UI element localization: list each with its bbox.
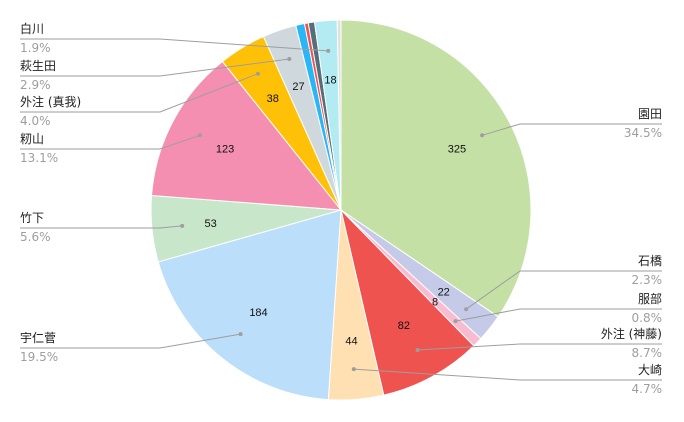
slice-value-label: 18	[324, 74, 336, 86]
leader-line	[20, 225, 183, 229]
leader-dot	[351, 367, 356, 372]
slice-5	[157, 209, 342, 401]
leader-line	[20, 333, 241, 349]
slice-value-label: 53	[204, 218, 216, 230]
slice-name-label: 萩生田	[20, 59, 56, 73]
slice-value-label: 123	[216, 144, 234, 156]
leader-line	[20, 58, 290, 77]
slice-percent-label: 19.5%	[20, 350, 58, 364]
slice-percent-label: 34.5%	[624, 126, 662, 140]
leader-lines	[20, 38, 662, 381]
minor-slice	[336, 19, 342, 211]
leader-dot	[464, 307, 469, 312]
slice-value-label: 8	[432, 296, 438, 308]
slice-value-label: 38	[267, 93, 279, 105]
leader-line	[20, 38, 329, 52]
slice-name-label: 外注 (神藤)	[601, 326, 662, 341]
slice-name-label: 石橋	[638, 254, 662, 268]
slice-percent-label: 13.1%	[20, 151, 58, 165]
slice-name-label: 竹下	[20, 211, 44, 225]
slice-name-labels: 園田 34.5% 石橋 2.3% 服部 0.8%外注 (神藤) 8.7% 大崎 4.7% 宇仁菅 1…	[20, 21, 662, 396]
slice-name-label: 大崎	[638, 363, 662, 377]
slice-percent-label: 4.0%	[20, 114, 51, 128]
leader-dot	[326, 48, 331, 53]
slice-name-label: 白川	[20, 21, 44, 36]
slice-name-label: 籾山	[20, 132, 44, 146]
leader-line	[20, 134, 201, 150]
slice-name-label: 外注 (真我)	[20, 94, 81, 109]
leader-line	[20, 73, 259, 113]
slice-value-label: 325	[448, 144, 466, 156]
leader-line	[353, 368, 662, 381]
leader-dot	[480, 133, 485, 138]
leader-dot	[197, 133, 202, 138]
slice-percent-label: 4.7%	[632, 382, 663, 396]
leader-dot	[256, 71, 260, 76]
leader-line	[481, 123, 662, 136]
slice-value-label: 22	[438, 286, 450, 298]
slice-0	[340, 19, 532, 318]
pie-slices	[150, 19, 532, 401]
slice-percent-label: 1.9%	[20, 41, 51, 55]
leader-line	[455, 308, 662, 322]
leader-dot	[453, 319, 458, 324]
leader-line	[417, 343, 662, 351]
slice-percent-label: 8.7%	[632, 346, 663, 360]
slice-value-label: 184	[249, 307, 267, 319]
leader-line	[465, 270, 662, 310]
slice-value-label: 44	[345, 336, 357, 348]
slice-name-label: 宇仁菅	[20, 331, 56, 345]
slice-name-label: 服部	[638, 291, 662, 306]
slice-percent-label: 2.3%	[632, 273, 663, 287]
slice-percent-label: 2.9%	[20, 78, 51, 92]
slice-name-label: 園田	[638, 107, 662, 121]
leader-dot	[238, 332, 243, 337]
slice-percent-label: 0.8%	[632, 311, 663, 325]
leader-dot	[287, 57, 292, 61]
slice-value-labels: 325 228 82 44 184 53 123 38 27 18	[204, 74, 466, 347]
slice-percent-label: 5.6%	[20, 230, 51, 244]
slice-value-label: 82	[398, 320, 410, 332]
slice-value-label: 27	[292, 81, 304, 93]
leader-dot	[180, 223, 185, 228]
leader-dot	[415, 348, 420, 352]
